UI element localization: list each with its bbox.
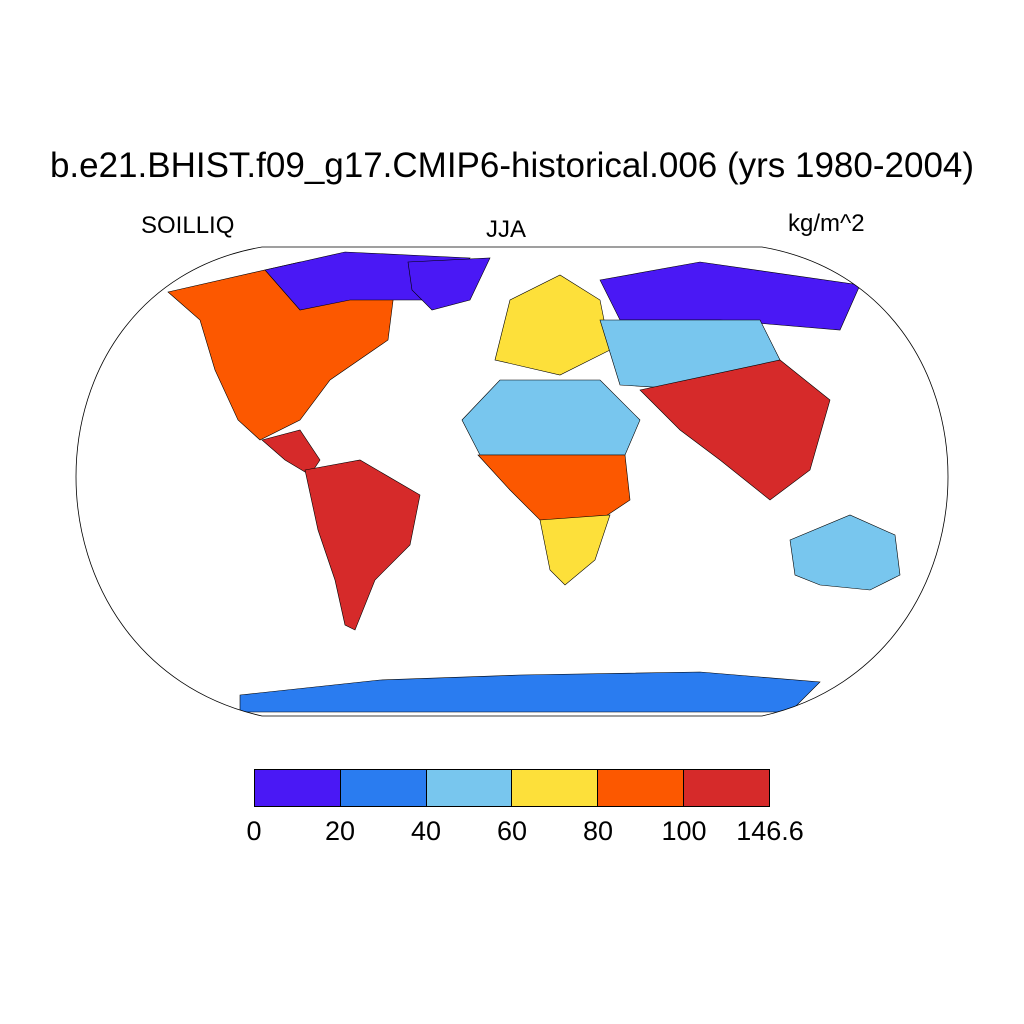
globe-outline (75, 246, 949, 717)
colorbar-tick: 0 (246, 816, 262, 846)
colorbar-tick: 100 (661, 816, 707, 846)
units-label: kg/m^2 (788, 210, 865, 237)
region-greenland (407, 257, 491, 311)
colorbar-swatch (340, 770, 427, 806)
colorbar-tick: 146.6 (736, 816, 804, 846)
colorbar-swatch (426, 770, 513, 806)
region-central-america (261, 429, 321, 476)
region-europe (494, 274, 611, 376)
map-title: b.e21.BHIST.f09_g17.CMIP6-historical.006… (49, 146, 975, 185)
colorbar (254, 769, 770, 807)
colorbar-swatch (255, 770, 341, 806)
colorbar-tick: 20 (324, 816, 356, 846)
colorbar-tick: 40 (410, 816, 442, 846)
variable-label: SOILLIQ (141, 212, 235, 239)
region-south-america (304, 459, 421, 631)
colorbar-tick: 60 (496, 816, 528, 846)
colorbar-swatch (512, 770, 599, 806)
region-antarctica (239, 671, 821, 713)
region-southern-africa (539, 514, 611, 586)
region-australia (789, 514, 901, 591)
season-label: JJA (486, 216, 527, 243)
colorbar-tick: 80 (582, 816, 614, 846)
colorbar-swatch (684, 770, 769, 806)
colorbar-swatch (598, 770, 685, 806)
region-south-asia (639, 359, 831, 501)
